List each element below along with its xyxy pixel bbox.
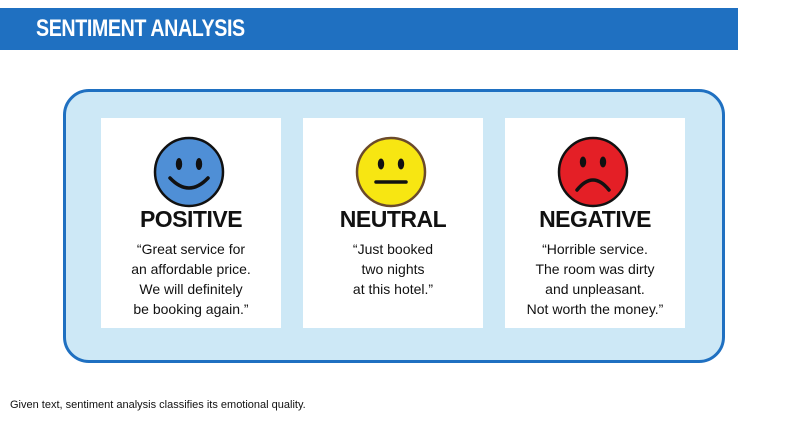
quote-line: and unpleasant. xyxy=(545,281,645,297)
negative-label: NEGATIVE xyxy=(539,206,651,232)
quote-line: an affordable price. xyxy=(131,261,251,277)
neutral-label: NEUTRAL xyxy=(339,206,447,232)
quote-line: Not worth the money.” xyxy=(526,301,664,317)
quote-line: “Great service for xyxy=(136,241,246,257)
positive-card: POSITIVE “Great service for an affordabl… xyxy=(101,118,281,328)
quote-line: “Horrible service. xyxy=(542,241,648,257)
title-bar: SENTIMENT ANALYSIS xyxy=(0,8,738,50)
negative-quote: “Horrible service. The room was dirty an… xyxy=(505,239,685,319)
quote-line: The room was dirty xyxy=(535,261,655,277)
positive-quote: “Great service for an affordable price. … xyxy=(101,239,281,319)
positive-label: POSITIVE xyxy=(139,206,243,232)
neutral-face-icon xyxy=(355,136,427,208)
caption: Given text, sentiment analysis classifie… xyxy=(10,399,306,411)
smiley-face-icon xyxy=(153,136,225,208)
quote-line: We will definitely xyxy=(139,281,243,297)
neutral-card: NEUTRAL “Just booked two nights at this … xyxy=(303,118,483,328)
frowning-face-icon xyxy=(557,136,629,208)
page-title: SENTIMENT ANALYSIS xyxy=(36,15,245,42)
quote-line: be booking again.” xyxy=(133,301,249,317)
quote-line: two nights xyxy=(361,261,425,277)
neutral-quote: “Just booked two nights at this hotel.” xyxy=(303,239,483,299)
negative-card: NEGATIVE “Horrible service. The room was… xyxy=(505,118,685,328)
quote-line: “Just booked xyxy=(352,241,434,257)
quote-line: at this hotel.” xyxy=(352,281,434,297)
